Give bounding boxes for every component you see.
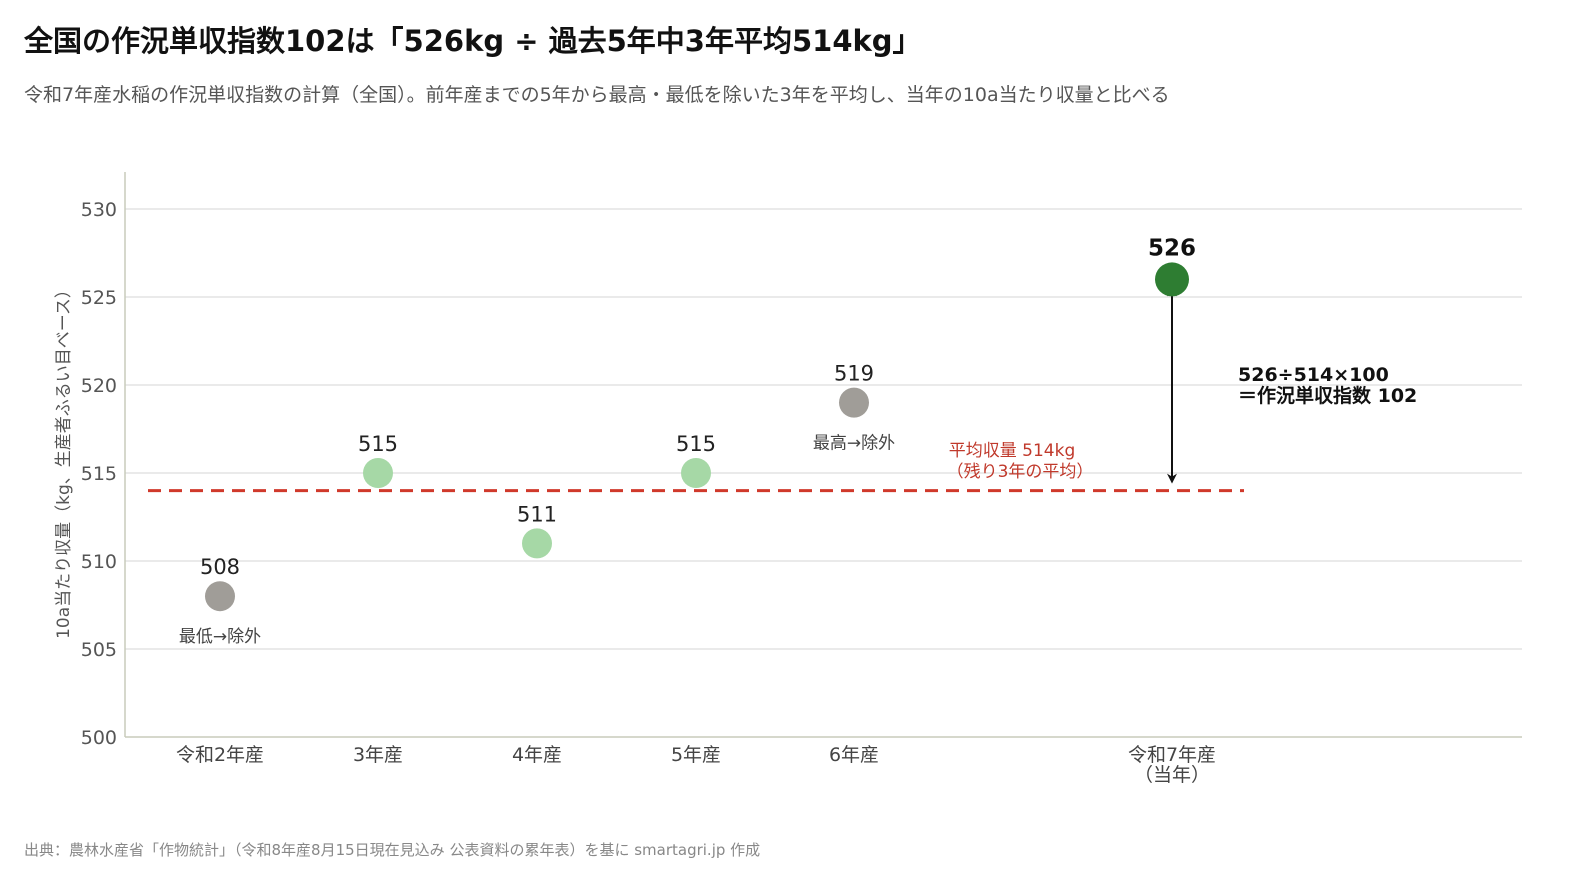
x-tick-label: 令和7年産: [1128, 744, 1216, 766]
y-tick-label: 500: [81, 727, 117, 749]
x-tick-label: 令和2年産: [176, 744, 264, 766]
data-label: 511: [517, 502, 557, 526]
data-label: 526: [1148, 235, 1196, 261]
data-point: [681, 458, 711, 488]
chart-title: 全国の作況単収指数102は「526kg ÷ 過去5年中3年平均514kg」: [24, 24, 922, 58]
y-tick-label: 505: [81, 639, 117, 661]
formula-annotation-line2: ＝作況単収指数 102: [1238, 384, 1417, 407]
y-tick-label: 520: [81, 375, 117, 397]
data-point: [522, 528, 552, 559]
y-tick-label: 525: [81, 287, 117, 309]
data-point: [1155, 262, 1189, 297]
x-tick-label: 4年産: [512, 744, 562, 766]
x-tick-label: 6年産: [829, 744, 879, 766]
formula-annotation-line1: 526÷514×100: [1238, 364, 1389, 386]
x-tick-label: （当年）: [1134, 764, 1210, 786]
y-axis-label: 10a当たり収量（kg、生産者ふるい目ベース）: [54, 281, 74, 639]
data-label: 519: [834, 362, 874, 386]
y-tick-label: 530: [81, 199, 117, 221]
chart-subtitle: 令和7年産水稲の作況単収指数の計算（全国）。前年産までの5年から最高・最低を除い…: [24, 84, 1170, 106]
data-label: 515: [676, 432, 716, 456]
data-point: [839, 387, 869, 418]
x-tick-label: 5年産: [671, 744, 721, 766]
data-label: 515: [358, 432, 398, 456]
source-note: 出典：農林水産省「作物統計」（令和8年産8月15日現在見込み 公表資料の累年表）…: [24, 841, 761, 859]
y-tick-label: 510: [81, 551, 117, 573]
data-label: 508: [200, 555, 240, 579]
y-tick-label: 515: [81, 463, 117, 485]
point-note: 最低→除外: [179, 627, 261, 647]
reference-sublabel: （残り3年の平均）: [947, 462, 1094, 482]
reference-label: 平均収量 514kg: [949, 441, 1076, 461]
point-note: 最高→除外: [813, 434, 895, 454]
data-point: [205, 581, 235, 612]
x-tick-label: 3年産: [353, 744, 403, 766]
data-point: [363, 458, 393, 488]
